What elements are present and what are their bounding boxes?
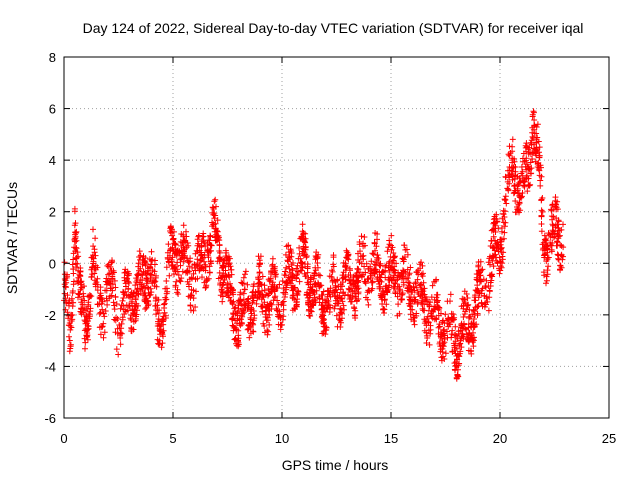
x-tick-label: 20 — [493, 431, 507, 446]
x-tick-label: 10 — [275, 431, 289, 446]
y-tick-label: -6 — [44, 411, 56, 426]
x-tick-label: 5 — [169, 431, 176, 446]
y-axis-label: SDTVAR / TECUs — [4, 182, 20, 294]
grid — [64, 57, 609, 418]
chart-title: Day 124 of 2022, Sidereal Day-to-day VTE… — [83, 20, 584, 36]
y-tick-label: 2 — [49, 205, 56, 220]
plot-frame — [63, 56, 610, 419]
y-tick-label: 8 — [49, 50, 56, 65]
y-tick-label: 0 — [49, 256, 56, 271]
x-tick-label: 15 — [384, 431, 398, 446]
data-series — [61, 108, 567, 382]
data-points — [61, 108, 567, 382]
y-tick-label: 4 — [49, 153, 56, 168]
x-axis-label: GPS time / hours — [282, 457, 389, 473]
y-tick-label: 6 — [49, 102, 56, 117]
x-tick-label: 0 — [60, 431, 67, 446]
x-tick-label: 25 — [602, 431, 616, 446]
y-tick-label: -4 — [44, 359, 56, 374]
y-tick-label: -2 — [44, 308, 56, 323]
